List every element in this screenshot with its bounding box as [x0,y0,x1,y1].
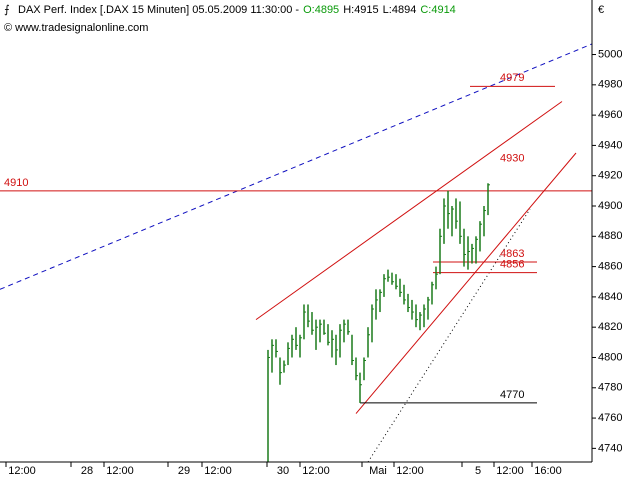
x-tick-label: 28 [81,465,93,477]
x-tick-label: 12:00 [302,465,330,477]
level-label: 4856 [500,259,524,271]
x-tick-label: 29 [178,465,190,477]
chart-logo: ⨍ [4,4,10,16]
x-tick-label: 16:00 [534,465,562,477]
x-tick-label: 12:00 [106,465,134,477]
y-tick-label: 4980 [598,79,622,91]
level-label: 4910 [4,177,28,189]
trend-line [0,43,592,290]
level-label: 4863 [500,248,524,260]
level-label: 4979 [500,72,524,84]
y-tick-label: 4780 [598,382,622,394]
y-tick-label: 4860 [598,261,622,273]
x-tick-label: 30 [277,465,289,477]
x-tick-label: Mai [369,465,387,477]
y-tick-label: 4940 [598,139,622,151]
y-tick-label: 4920 [598,170,622,182]
y-tick-label: 4880 [598,230,622,242]
quote-value: H:4915 [343,4,378,16]
chart-title: DAX Perf. Index [.DAX 15 Minuten] 05.05.… [18,4,299,16]
currency: € [598,4,604,16]
source: © www.tradesignalonline.com [4,22,148,34]
y-tick-label: 4820 [598,321,622,333]
quote-value: O:4895 [303,4,339,16]
trend-label: 4930 [500,152,524,164]
y-tick-label: 4740 [598,442,622,454]
y-tick-label: 4840 [598,291,622,303]
x-tick-label: 12:00 [204,465,232,477]
y-tick-label: 4800 [598,351,622,363]
trend-line [355,152,577,414]
y-tick-label: 4960 [598,109,622,121]
x-tick-label: 12:00 [8,465,36,477]
level-label: 4770 [500,389,524,401]
trend-line [255,101,563,321]
quote-value: C:4914 [420,4,455,16]
x-tick-label: 5 [475,465,481,477]
y-tick-label: 5000 [598,48,622,60]
x-tick-label: 12:00 [496,465,524,477]
quote-value: L:4894 [383,4,417,16]
y-tick-label: 4900 [598,200,622,212]
x-tick-label: 12:00 [396,465,424,477]
y-tick-label: 4760 [598,412,622,424]
